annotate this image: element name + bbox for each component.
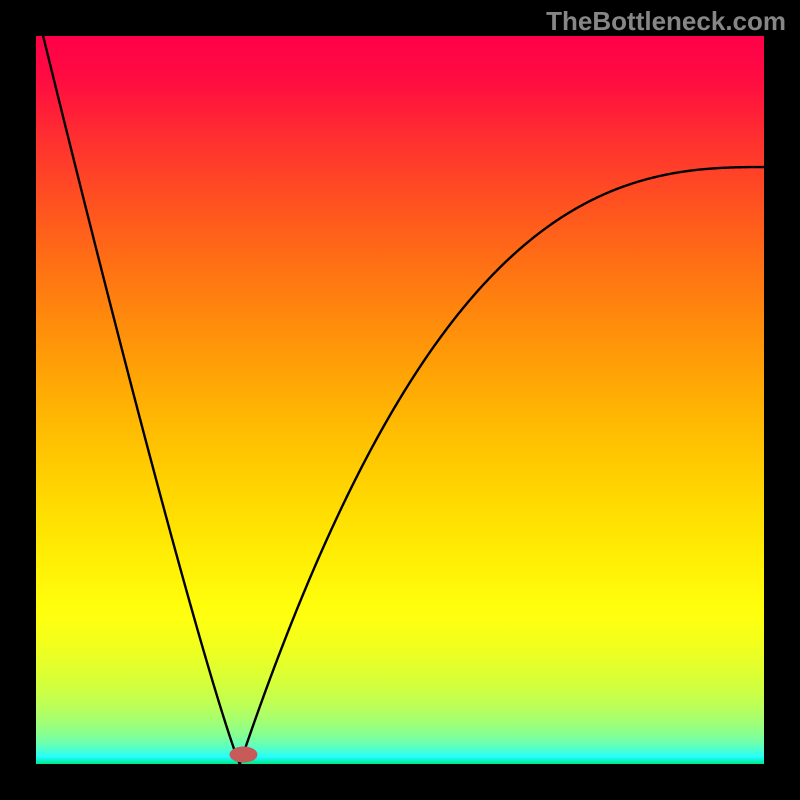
min-marker xyxy=(229,747,257,763)
watermark-label: TheBottleneck.com xyxy=(546,6,786,37)
chart-svg xyxy=(0,0,800,800)
chart-container: TheBottleneck.com xyxy=(0,0,800,800)
